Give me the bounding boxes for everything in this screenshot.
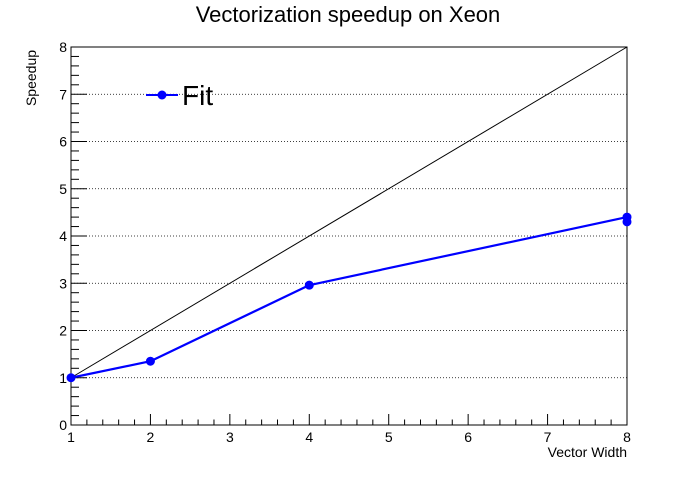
y-tick-label: 5 bbox=[59, 181, 67, 197]
x-axis-label: Vector Width bbox=[548, 444, 627, 460]
x-tick-label: 1 bbox=[67, 429, 75, 445]
chart-title: Vectorization speedup on Xeon bbox=[196, 2, 501, 27]
y-tick-label: 0 bbox=[59, 417, 67, 433]
y-tick-label: 6 bbox=[59, 134, 67, 150]
x-tick-label: 7 bbox=[544, 429, 552, 445]
series-layer bbox=[66, 212, 632, 383]
legend-marker bbox=[157, 90, 167, 100]
data-point bbox=[622, 217, 632, 227]
data-point bbox=[145, 356, 155, 366]
legend-label: Fit bbox=[182, 80, 213, 111]
reference-layer bbox=[70, 46, 628, 379]
y-tick-label: 3 bbox=[59, 275, 67, 291]
y-tick-label: 4 bbox=[59, 228, 67, 244]
data-point bbox=[66, 373, 76, 383]
x-tick-label: 6 bbox=[464, 429, 472, 445]
y-tick-label: 2 bbox=[59, 323, 67, 339]
data-point bbox=[304, 280, 314, 290]
y-tick-label: 7 bbox=[59, 86, 67, 102]
x-tick-label: 4 bbox=[305, 429, 313, 445]
x-tick-label: 8 bbox=[623, 429, 631, 445]
y-axis-label: Speedup bbox=[23, 50, 39, 106]
reference-line bbox=[70, 46, 628, 379]
y-tick-label: 8 bbox=[59, 39, 67, 55]
x-tick-label: 5 bbox=[385, 429, 393, 445]
y-tick-label: 1 bbox=[59, 370, 67, 386]
ticks-layer bbox=[70, 46, 628, 426]
legend: Fit bbox=[146, 80, 213, 111]
x-tick-label: 2 bbox=[147, 429, 155, 445]
x-tick-label: 3 bbox=[226, 429, 234, 445]
